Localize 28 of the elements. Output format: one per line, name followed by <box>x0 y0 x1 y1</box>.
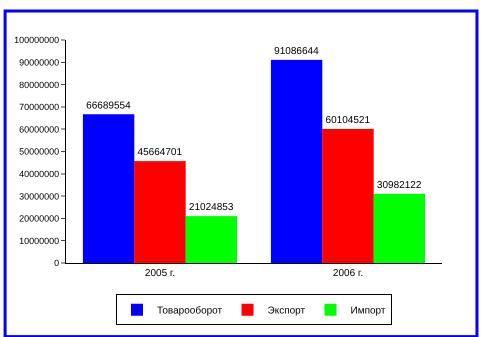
legend-label: Экспорт <box>268 306 306 317</box>
x-tick-label: 2005 г. <box>144 268 176 279</box>
y-tick-label: 20000000 <box>19 214 60 224</box>
bar <box>82 114 134 263</box>
bar <box>322 128 374 263</box>
bar <box>374 194 426 263</box>
data-label: 45664701 <box>138 147 182 158</box>
y-tick-label: 90000000 <box>19 57 60 68</box>
data-label: 30982122 <box>376 180 422 191</box>
y-tick-label: 30000000 <box>19 191 60 202</box>
data-label: 60104521 <box>326 114 370 126</box>
bar <box>186 216 238 263</box>
y-tick-label: 10000000 <box>19 236 60 246</box>
data-label: 66689554 <box>86 100 132 112</box>
data-label: 91086644 <box>274 46 320 57</box>
y-tick-label: 40000000 <box>19 168 60 179</box>
data-label: 21024853 <box>188 202 234 214</box>
y-tick-label: 70000000 <box>19 102 60 112</box>
bar <box>134 161 186 263</box>
y-tick-label: 100000000 <box>14 35 60 46</box>
legend-label: Товарооборот <box>157 306 223 317</box>
y-tick-label: 60000000 <box>19 124 60 134</box>
y-tick-label: 0 <box>54 258 60 268</box>
y-tick-label: 80000000 <box>19 80 60 90</box>
legend-label: Импорт <box>350 306 386 317</box>
x-tick-label: 2006 г. <box>332 268 364 279</box>
y-tick-label: 50000000 <box>19 146 60 157</box>
bar <box>270 60 322 263</box>
